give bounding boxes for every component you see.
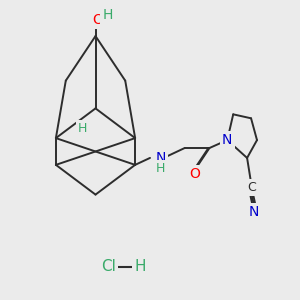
Text: H: H [134, 260, 146, 274]
Text: H: H [78, 122, 87, 135]
Text: N: N [156, 151, 166, 165]
Text: H: H [156, 162, 166, 175]
Text: N: N [222, 133, 232, 147]
Text: C: C [248, 181, 256, 194]
Text: H: H [102, 8, 112, 22]
Text: Cl: Cl [101, 260, 116, 274]
Text: O: O [92, 13, 103, 27]
Text: N: N [249, 206, 259, 219]
Text: O: O [189, 167, 200, 181]
